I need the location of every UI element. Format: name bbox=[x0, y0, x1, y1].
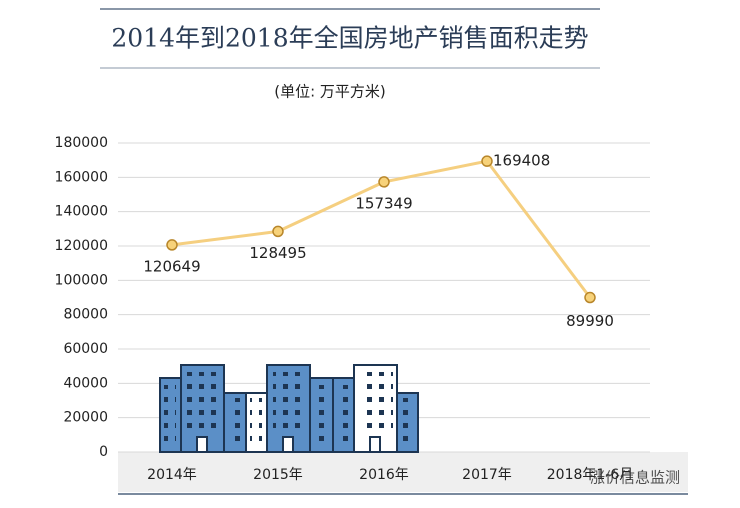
window-grid bbox=[250, 398, 262, 442]
point bbox=[481, 155, 493, 167]
y-tick-label: 0 bbox=[99, 444, 108, 460]
point bbox=[378, 176, 390, 188]
windows bbox=[164, 372, 413, 442]
point bbox=[272, 225, 284, 238]
value-label: 169408 bbox=[493, 152, 550, 170]
y-tick-label: 160000 bbox=[55, 169, 108, 185]
x-tick-label: 2014年 bbox=[147, 467, 197, 483]
door bbox=[282, 436, 294, 453]
door bbox=[196, 436, 208, 453]
window-grid bbox=[164, 385, 176, 441]
y-tick-label: 100000 bbox=[55, 272, 108, 288]
window-grid bbox=[401, 398, 413, 442]
chart-subtitle: (单位: 万平方米) bbox=[274, 83, 386, 101]
y-tick-label: 80000 bbox=[63, 307, 108, 323]
y-tick-label: 140000 bbox=[55, 204, 108, 220]
window-grid bbox=[228, 398, 240, 442]
y-tick-label: 60000 bbox=[63, 341, 108, 357]
x-tick-label: 2015年 bbox=[253, 467, 303, 483]
point bbox=[584, 291, 596, 304]
x-tick-label: 2017年 bbox=[462, 467, 512, 483]
point bbox=[166, 239, 178, 251]
window-grid bbox=[314, 385, 326, 441]
y-tick-label: 20000 bbox=[63, 410, 108, 426]
x-axis-band bbox=[118, 452, 688, 492]
value-label: 120649 bbox=[143, 257, 200, 275]
y-tick-label: 40000 bbox=[63, 375, 108, 391]
chart-title: 2014年到2018年全国房地产销售面积走势 bbox=[111, 24, 588, 53]
window-grid bbox=[273, 372, 306, 428]
x-tick-label: 2018年1-6月 bbox=[547, 467, 634, 483]
window-grid bbox=[337, 385, 349, 441]
x-tick-label: 2016年 bbox=[359, 467, 409, 483]
y-tick-label: 120000 bbox=[55, 238, 108, 254]
y-tick-label: 180000 bbox=[55, 135, 108, 151]
value-label: 128495 bbox=[249, 244, 306, 262]
watermark: 涨价信息监测 bbox=[590, 469, 680, 487]
window-grid bbox=[187, 372, 220, 428]
door bbox=[369, 436, 381, 453]
window-grid bbox=[360, 372, 393, 428]
value-label: 157349 bbox=[355, 194, 412, 212]
value-label: 89990 bbox=[566, 312, 614, 330]
